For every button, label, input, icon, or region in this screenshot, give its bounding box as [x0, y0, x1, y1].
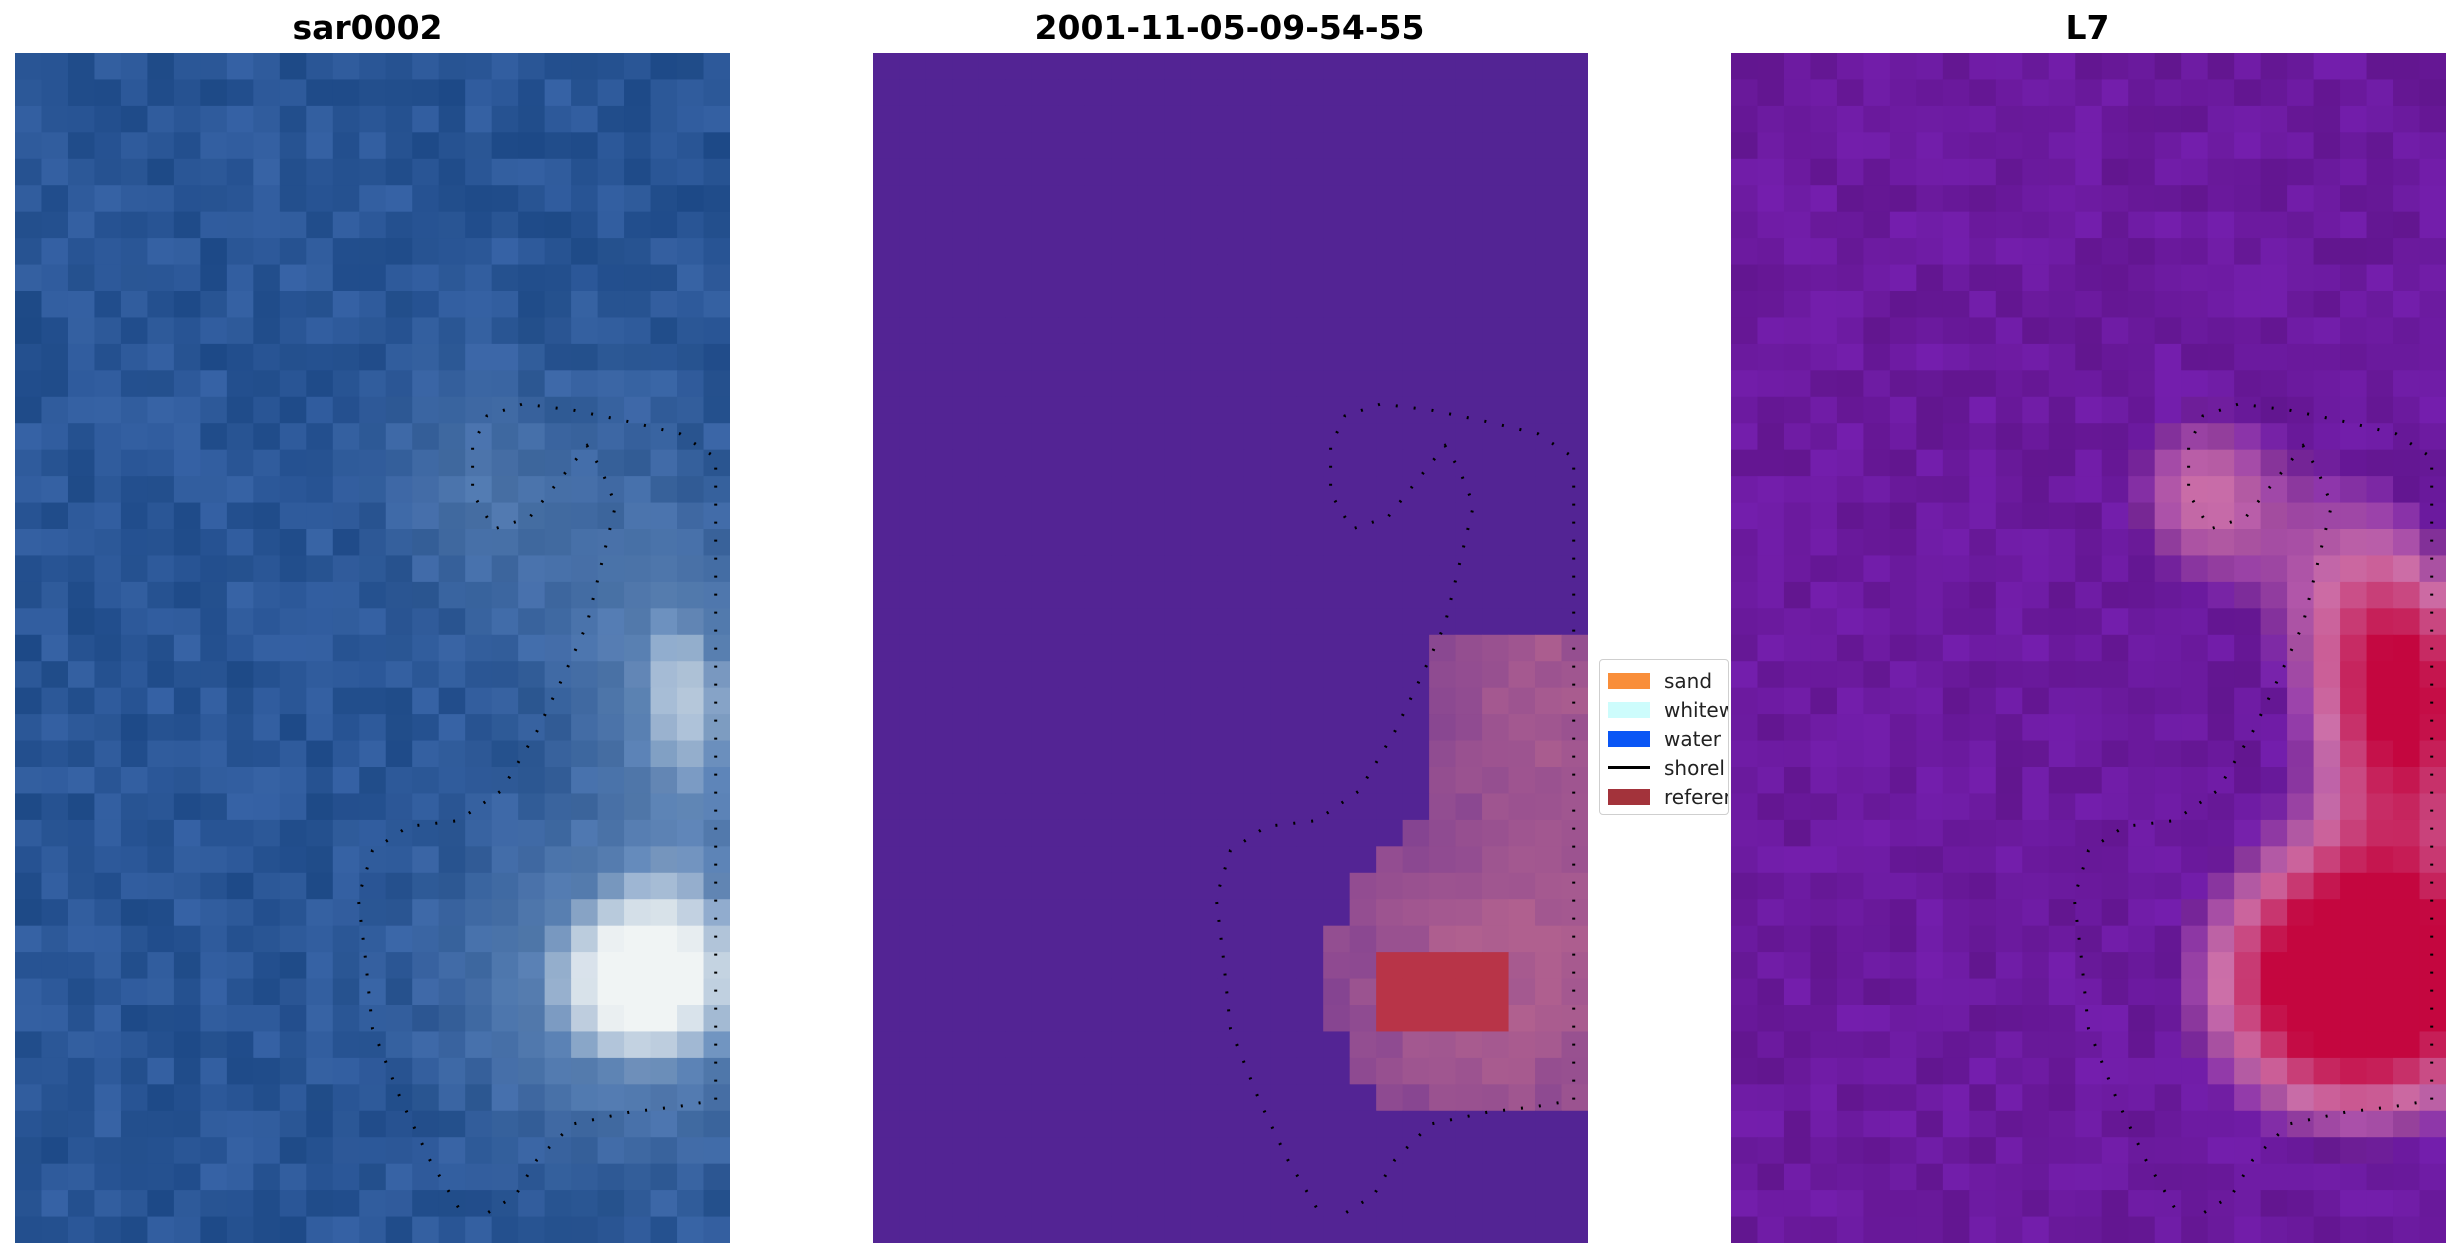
legend-item-shoreline: shorel	[1608, 753, 1728, 782]
title-panel-1: sar0002	[292, 8, 443, 47]
legend-item-reference: referer	[1608, 782, 1728, 811]
legend-label: whitew	[1664, 697, 1729, 722]
legend-item-water: water	[1608, 724, 1728, 753]
index-image-panel	[1731, 53, 2446, 1243]
legend-label: referer	[1664, 784, 1729, 809]
legend-label: shorel	[1664, 755, 1725, 780]
legend-item-whitewater: whitew	[1608, 695, 1728, 724]
whitewater-swatch-icon	[1608, 701, 1650, 718]
title-panel-2: 2001-11-05-09-54-55	[1034, 8, 1425, 47]
title-panel-3: L7	[2065, 8, 2110, 47]
rgb-image-panel	[15, 53, 730, 1243]
legend-item-sand: sand	[1608, 666, 1728, 695]
legend-label: sand	[1664, 668, 1713, 693]
water-swatch-icon	[1608, 730, 1650, 747]
shoreline-line-icon	[1608, 766, 1650, 769]
classification-image-panel	[873, 53, 1588, 1243]
legend-label: water	[1664, 726, 1721, 751]
index-image	[1731, 53, 2446, 1243]
classification-image	[873, 53, 1588, 1243]
reference-swatch-icon	[1608, 788, 1650, 805]
sand-swatch-icon	[1608, 672, 1650, 689]
rgb-image	[15, 53, 730, 1243]
legend: sand whitew water shorel referer	[1599, 659, 1729, 815]
